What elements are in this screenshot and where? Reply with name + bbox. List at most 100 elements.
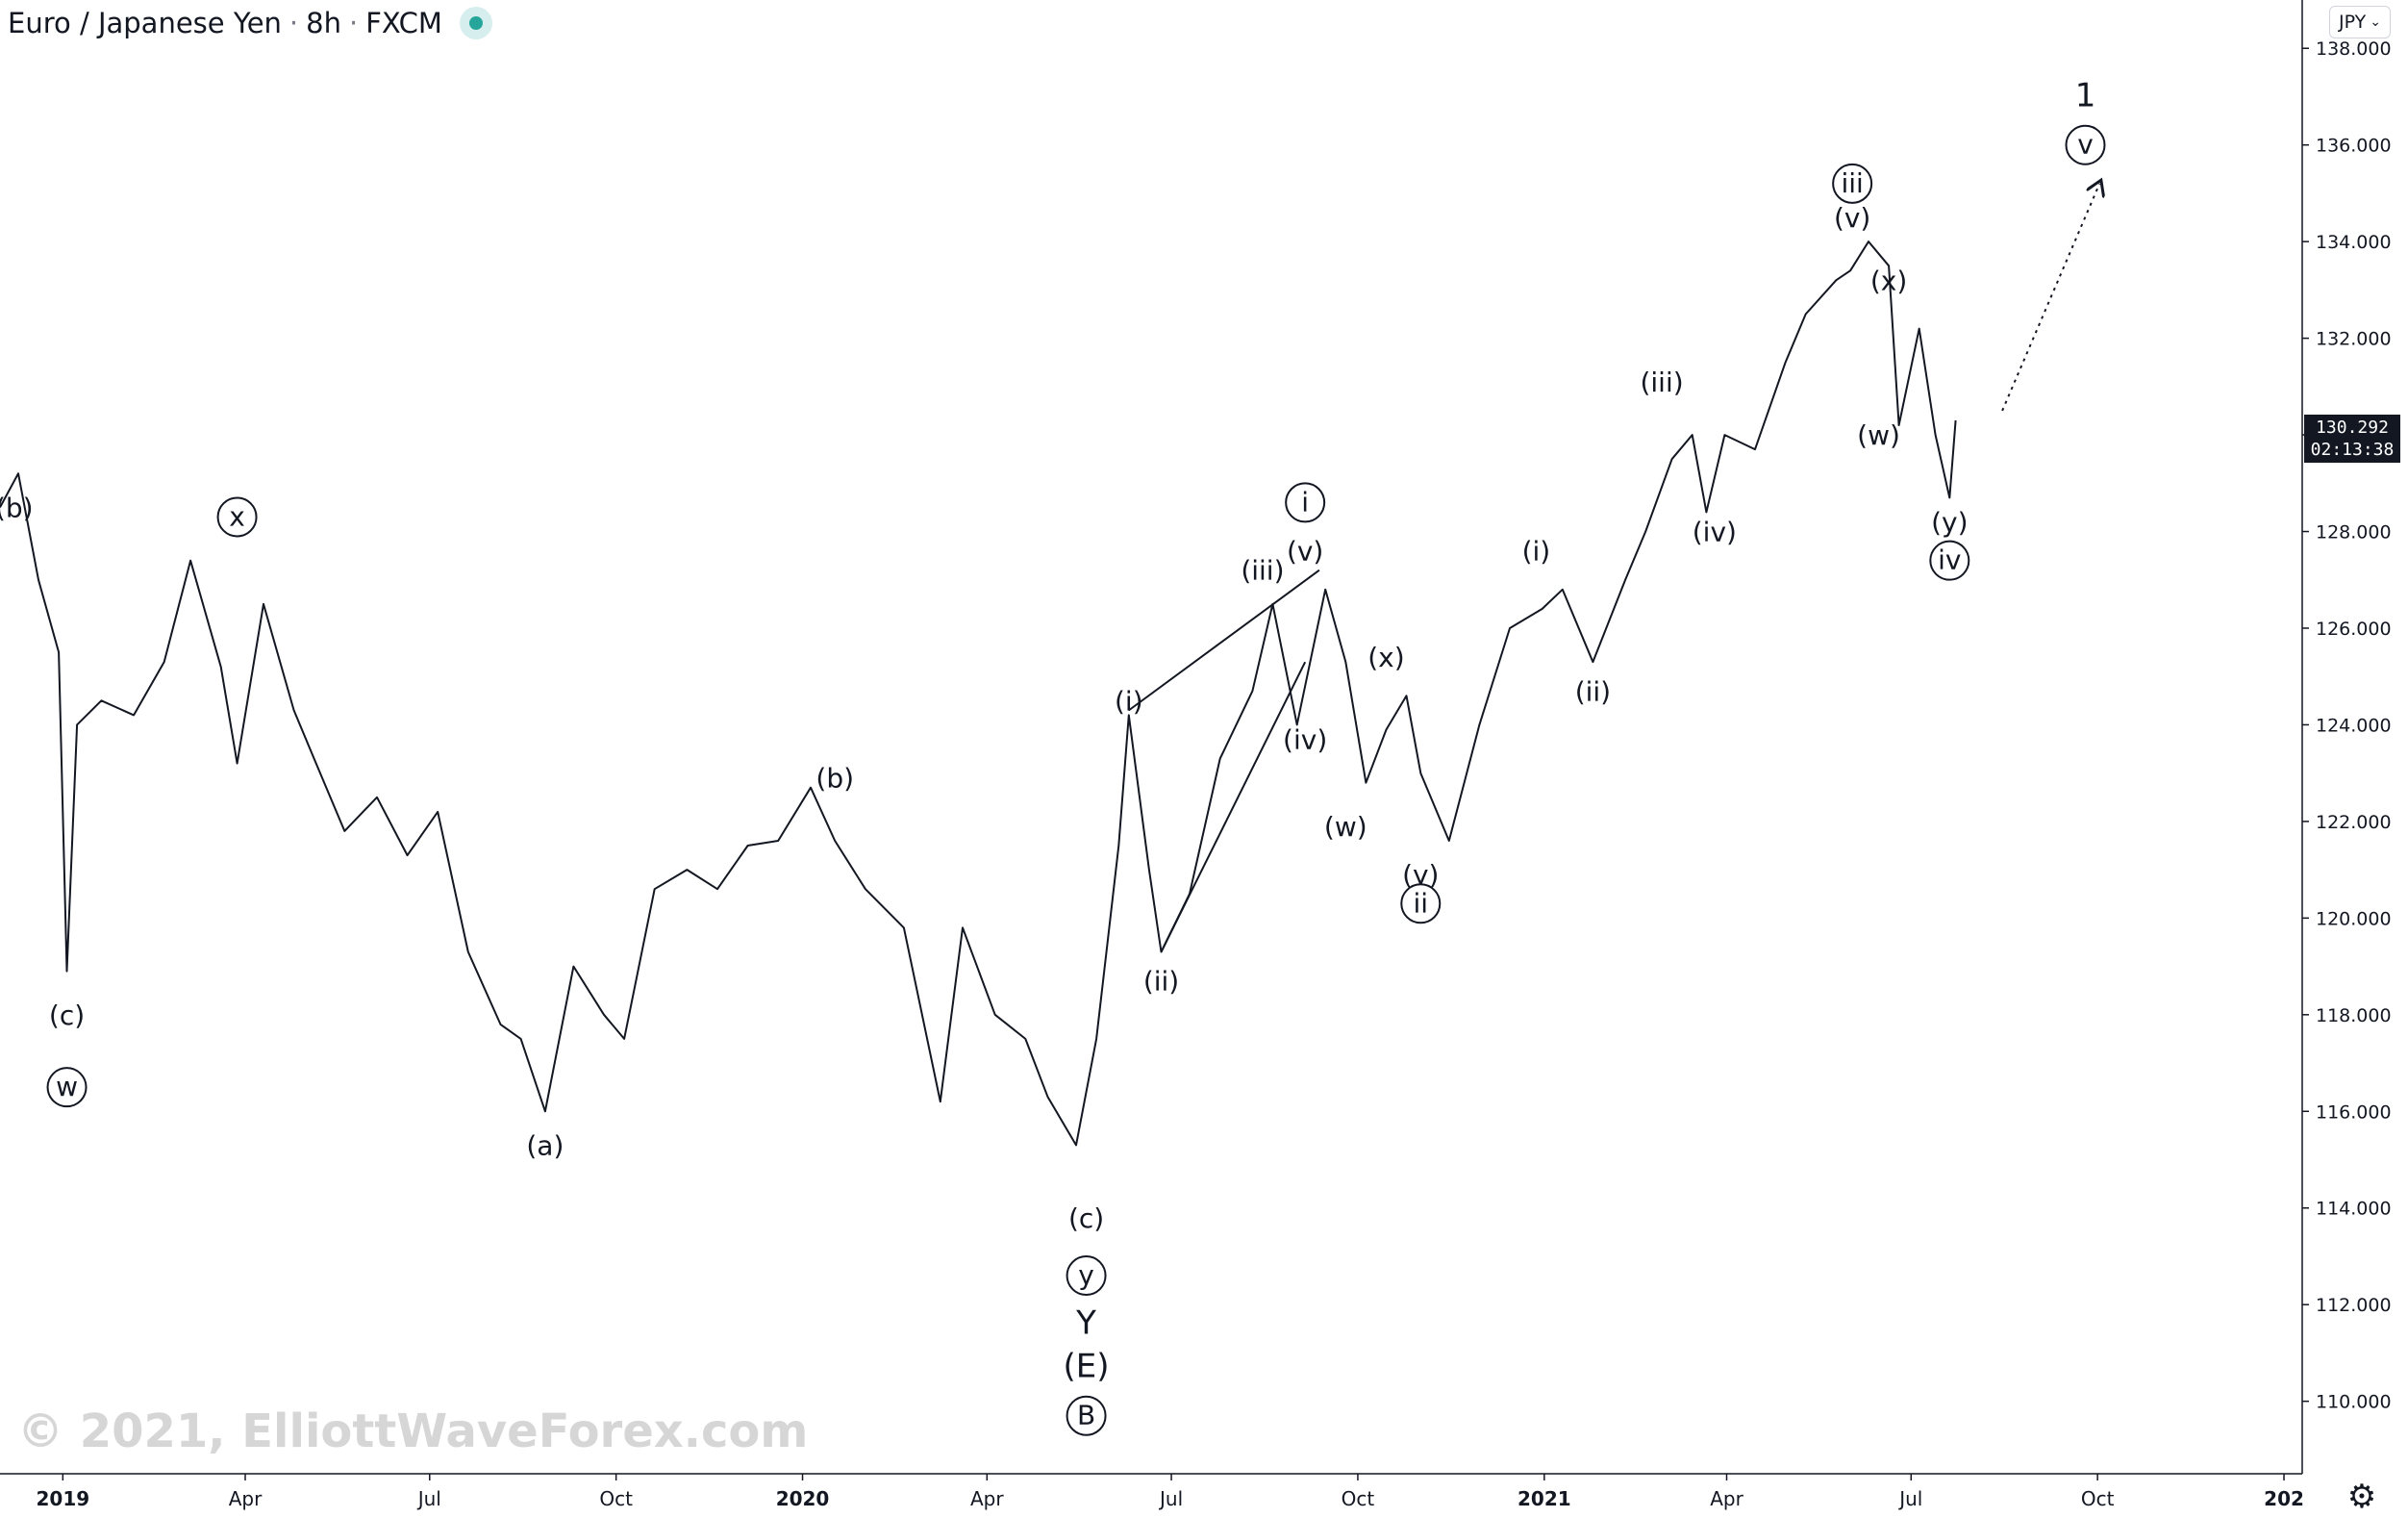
projection-arrow[interactable] <box>2001 184 2099 412</box>
wave-label-text: (b) <box>0 492 34 523</box>
last-price-label: 130.292 02:13:38 <box>2304 415 2400 463</box>
y-tick-label: 118.000 <box>2316 1005 2392 1026</box>
wave-circle <box>46 1067 88 1108</box>
wave-circle <box>1066 1395 1107 1436</box>
wave-label-text: (iii) <box>1640 367 1683 398</box>
wave-label-text: (c) <box>1068 1202 1104 1234</box>
wave-circle <box>1066 1255 1107 1297</box>
x-tick-label: 2020 <box>776 1487 830 1510</box>
wave-label-text: (w) <box>1324 811 1367 843</box>
wave-label: B <box>1066 1395 1107 1436</box>
price-series <box>0 240 1957 1147</box>
header-separator: · <box>288 7 299 39</box>
x-tick-label: 2019 <box>36 1487 89 1510</box>
symbol-title[interactable]: Euro / Japanese Yen <box>8 7 282 39</box>
trendlines <box>1128 184 2099 952</box>
watermark: © 2021, ElliottWaveForex.com <box>17 1404 809 1458</box>
wave-label: iii <box>1832 163 1873 204</box>
x-tick-label: Oct <box>2081 1487 2115 1510</box>
currency-label: JPY <box>2339 12 2367 33</box>
wave-label: y <box>1066 1255 1107 1297</box>
wave-label-text: (iii) <box>1241 555 1284 587</box>
wave-label: 1 <box>2075 76 2096 114</box>
wave-circle <box>2065 124 2106 165</box>
wave-label: (v) <box>1287 536 1323 568</box>
wave-label: ii <box>1400 883 1442 924</box>
wave-label-text: iii <box>1841 167 1863 199</box>
wave-label: (b) <box>815 763 854 795</box>
trendline[interactable] <box>1128 569 1320 712</box>
wave-label-text: (i) <box>1522 536 1551 568</box>
x-tick-label: Apr <box>1710 1487 1743 1510</box>
wave-label: (x) <box>1870 265 1907 296</box>
wave-label: v <box>2065 124 2106 165</box>
y-tick-label: 122.000 <box>2316 812 2392 833</box>
x-tick-label: Jul <box>1158 1487 1183 1510</box>
wave-label: x <box>216 496 258 538</box>
wave-label-text: (b) <box>815 763 854 795</box>
y-tick-label: 126.000 <box>2316 619 2392 640</box>
wave-label: (w) <box>1324 811 1367 843</box>
wave-label-text: (x) <box>1870 265 1907 296</box>
wave-labels: (b) (c) w x (a) (b) (c) yY (E) B (i) (ii) (iii) (iv) (… <box>0 76 2106 1436</box>
y-tick-label: 136.000 <box>2316 136 2392 157</box>
y-tick-label: 138.000 <box>2316 38 2392 60</box>
price-axis[interactable]: 110.000 112.000 114.000 116.000 118.000 120.0… <box>2302 38 2392 1413</box>
gear-icon[interactable]: ⚙ <box>2346 1478 2377 1516</box>
y-tick-label: 114.000 <box>2316 1199 2392 1220</box>
wave-label: (v) <box>1834 202 1870 234</box>
wave-label-text: ii <box>1414 887 1429 919</box>
wave-label-text: (E) <box>1064 1347 1110 1385</box>
wave-label: iv <box>1929 540 1970 581</box>
wave-label-text: (a) <box>526 1129 564 1161</box>
x-tick-label: 202 <box>2264 1487 2304 1510</box>
wave-label-text: (v) <box>1834 202 1870 234</box>
trendline[interactable] <box>1160 661 1307 952</box>
wave-label: (w) <box>1857 419 1900 451</box>
y-tick-label: 112.000 <box>2316 1295 2392 1316</box>
header-separator: · <box>348 7 359 39</box>
wave-label: (ii) <box>1575 675 1611 707</box>
chevron-down-icon: ⌄ <box>2370 14 2381 30</box>
wave-label-text: (w) <box>1857 419 1900 451</box>
wave-label: (x) <box>1367 642 1404 673</box>
currency-button[interactable]: JPY ⌄ <box>2329 6 2391 38</box>
wave-label: i <box>1285 482 1326 523</box>
wave-label: (i) <box>1115 685 1143 717</box>
wave-label-text: (v) <box>1287 536 1323 568</box>
wave-label: (E) <box>1064 1347 1110 1385</box>
time-axis[interactable]: 2019 Apr Jul Oct 2020 Apr Jul Oct 2021 Apr Jul Oct 2… <box>36 1474 2304 1510</box>
wave-label-text: x <box>229 500 245 532</box>
x-tick-label: Apr <box>229 1487 263 1510</box>
wave-label-text: (ii) <box>1575 675 1611 707</box>
wave-label: (iv) <box>1283 724 1327 756</box>
wave-circle <box>216 496 258 538</box>
x-tick-label: Oct <box>1342 1487 1375 1510</box>
wave-label: (c) <box>1068 1202 1104 1234</box>
wave-label: (y) <box>1931 506 1968 538</box>
wave-label-text: iv <box>1938 544 1961 576</box>
wave-label: w <box>46 1067 88 1108</box>
y-tick-label: 124.000 <box>2316 715 2392 736</box>
y-tick-label: 120.000 <box>2316 908 2392 929</box>
last-price: 130.292 <box>2316 417 2389 438</box>
bar-countdown: 02:13:38 <box>2310 440 2395 460</box>
wave-label-text: w <box>56 1071 78 1102</box>
wave-label-text: Y <box>1075 1303 1096 1342</box>
x-tick-label: 2021 <box>1518 1487 1571 1510</box>
price-line <box>0 240 1957 1147</box>
y-tick-label: 110.000 <box>2316 1392 2392 1413</box>
wave-label: (i) <box>1522 536 1551 568</box>
wave-label-text: (iv) <box>1693 517 1737 548</box>
wave-label: (ii) <box>1143 966 1179 998</box>
wave-label: (b) <box>0 492 34 523</box>
interval-label[interactable]: 8h <box>306 7 341 39</box>
wave-label-text: (i) <box>1115 685 1143 717</box>
exchange-label: FXCM <box>365 7 442 39</box>
wave-label-text: (y) <box>1931 506 1968 538</box>
wave-circle <box>1400 883 1442 924</box>
wave-circle <box>1929 540 1970 581</box>
wave-label-text: (c) <box>49 999 85 1031</box>
wave-label-text: B <box>1077 1400 1095 1431</box>
